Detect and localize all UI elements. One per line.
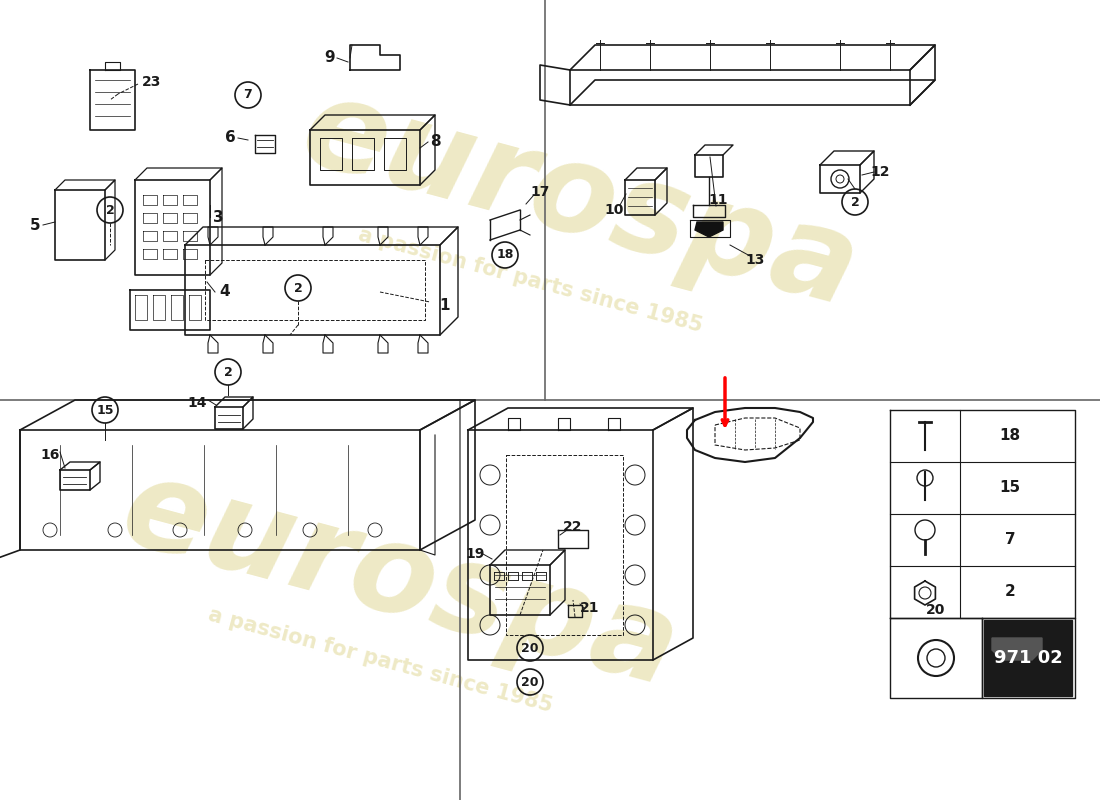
Text: 8: 8 bbox=[430, 134, 440, 150]
Text: 18: 18 bbox=[1000, 429, 1021, 443]
Text: a passion for parts since 1985: a passion for parts since 1985 bbox=[206, 604, 554, 716]
Text: 14: 14 bbox=[187, 396, 207, 410]
Text: 2: 2 bbox=[850, 195, 859, 209]
Text: 2: 2 bbox=[106, 203, 114, 217]
Text: 22: 22 bbox=[563, 520, 583, 534]
Text: 20: 20 bbox=[926, 603, 946, 617]
Text: 13: 13 bbox=[746, 253, 764, 267]
Text: 7: 7 bbox=[243, 89, 252, 102]
Polygon shape bbox=[992, 638, 1042, 660]
Text: 19: 19 bbox=[465, 547, 485, 561]
Text: 2: 2 bbox=[294, 282, 302, 294]
Text: 9: 9 bbox=[324, 50, 336, 66]
Text: 21: 21 bbox=[581, 601, 600, 615]
Text: 15: 15 bbox=[1000, 481, 1021, 495]
Text: 10: 10 bbox=[604, 203, 624, 217]
Text: 4: 4 bbox=[220, 285, 230, 299]
Text: 11: 11 bbox=[708, 193, 728, 207]
Text: 6: 6 bbox=[224, 130, 235, 146]
Text: 23: 23 bbox=[142, 75, 162, 89]
Text: 2: 2 bbox=[1004, 585, 1015, 599]
Text: 17: 17 bbox=[530, 185, 550, 199]
Text: 3: 3 bbox=[212, 210, 223, 225]
Text: 20: 20 bbox=[521, 675, 539, 689]
Text: eurospa: eurospa bbox=[289, 68, 871, 332]
Polygon shape bbox=[695, 222, 723, 237]
Text: 16: 16 bbox=[41, 448, 59, 462]
Text: 7: 7 bbox=[1004, 533, 1015, 547]
Text: 20: 20 bbox=[521, 642, 539, 654]
Text: 15: 15 bbox=[97, 403, 113, 417]
Text: 2: 2 bbox=[223, 366, 232, 378]
Text: 5: 5 bbox=[30, 218, 41, 233]
Text: 1: 1 bbox=[440, 298, 450, 313]
Text: 18: 18 bbox=[496, 249, 514, 262]
Text: eurospa: eurospa bbox=[109, 448, 691, 712]
Text: 12: 12 bbox=[870, 165, 890, 179]
Text: 971 02: 971 02 bbox=[993, 649, 1063, 667]
FancyBboxPatch shape bbox=[984, 620, 1072, 696]
Text: a passion for parts since 1985: a passion for parts since 1985 bbox=[355, 224, 704, 336]
